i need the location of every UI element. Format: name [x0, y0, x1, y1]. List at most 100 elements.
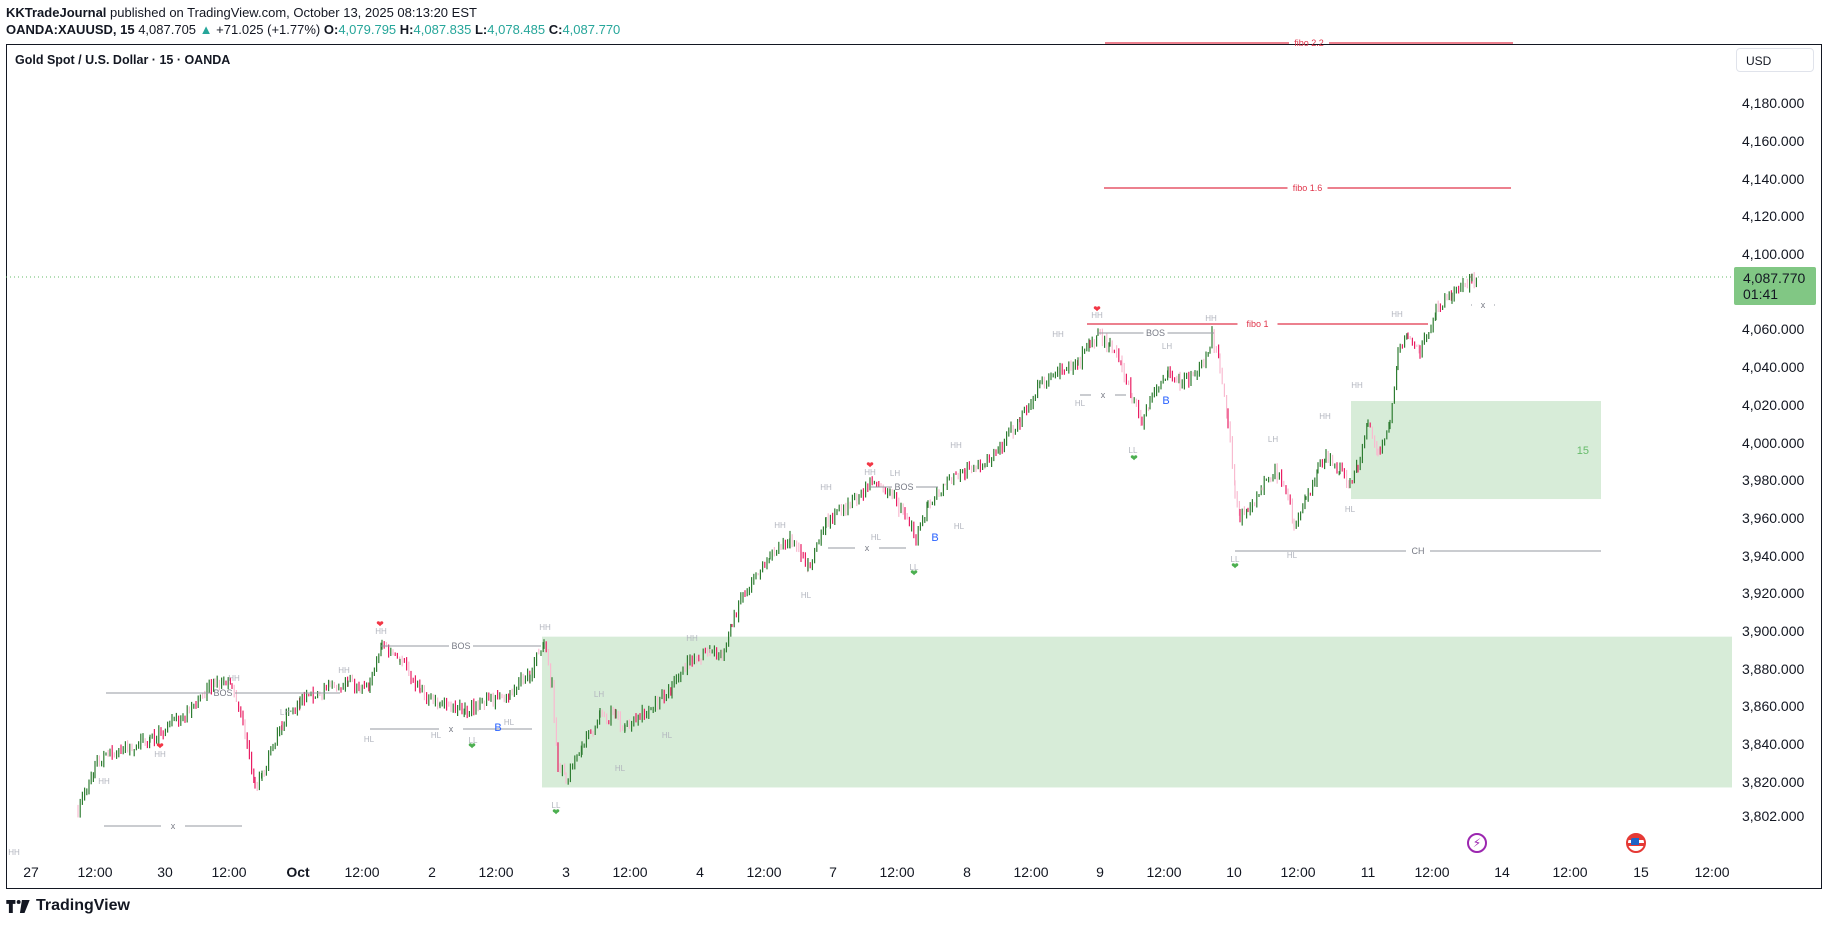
last-price-value: 4,087.770: [1743, 270, 1806, 286]
structure-label: x: [171, 821, 176, 831]
swing-label: HH: [8, 848, 20, 857]
price-tick: 3,920.000: [1742, 585, 1805, 602]
pane-title: Gold Spot / U.S. Dollar · 15 · OANDA: [15, 53, 231, 67]
publish-info: KKTradeJournal published on TradingView.…: [6, 5, 477, 20]
b-signal-label: B: [1162, 395, 1169, 407]
swing-label: HH: [1091, 311, 1103, 320]
bar-countdown: 01:41: [1743, 286, 1779, 302]
swing-label: HL: [504, 718, 515, 727]
swing-label: HL: [615, 764, 626, 773]
b-signal-label: B: [931, 532, 938, 544]
time-tick: 8: [963, 864, 971, 880]
close-value: 4,087.770: [562, 22, 621, 37]
time-tick: 12:00: [879, 864, 915, 880]
time-tick: 2: [428, 864, 436, 880]
fibo-label: fibo 1.6: [1293, 183, 1323, 193]
published-text: published on TradingView.com, October 13…: [110, 5, 477, 20]
high-value: 4,087.835: [413, 22, 472, 37]
us-flag-icon[interactable]: [1626, 833, 1646, 853]
b-signal-label: B: [494, 722, 501, 734]
time-tick: 12:00: [344, 864, 380, 880]
price-tick: 4,040.000: [1742, 359, 1805, 376]
symbol-interval: OANDA:XAUUSD, 15: [6, 22, 135, 37]
demand-zone-small[interactable]: [1351, 401, 1601, 500]
time-tick: 12:00: [478, 864, 514, 880]
structure-label: BOS: [451, 641, 470, 651]
time-tick: 15: [1633, 864, 1649, 880]
swing-label: LL: [469, 736, 478, 745]
structure-label: x: [865, 543, 870, 553]
price-tick: 4,140.000: [1742, 170, 1805, 187]
swing-label: HH: [820, 483, 832, 492]
time-tick: 12:00: [211, 864, 247, 880]
chart-pane[interactable]: [6, 44, 1822, 889]
price-tick: 3,900.000: [1742, 623, 1805, 639]
time-tick: 4: [696, 864, 704, 880]
swing-label: HL: [801, 591, 812, 600]
time-tick: 12:00: [1146, 864, 1182, 880]
zone-timeframe-label: 15: [1577, 445, 1589, 457]
publisher-name[interactable]: KKTradeJournal: [6, 5, 107, 20]
price-tick: 4,060.000: [1742, 321, 1805, 338]
swing-label: HL: [364, 735, 375, 744]
structure-label: BOS: [213, 688, 232, 698]
close-label: C:: [548, 22, 563, 37]
last-price: 4,087.705: [138, 22, 197, 37]
price-tick: 3,940.000: [1742, 547, 1805, 564]
green-heart-icon: ❤: [1231, 561, 1239, 571]
swing-label: HH: [1319, 412, 1331, 421]
symbol-legend: OANDA:XAUUSD, 15 4,087.705 ▲ +71.025 (+1…: [6, 22, 620, 37]
fibo-label: fibo 2.2: [1294, 38, 1324, 48]
green-heart-icon: ❤: [1130, 453, 1138, 463]
swing-label: HH: [950, 441, 962, 450]
time-tick: 12:00: [1280, 864, 1316, 880]
price-tick: 3,980.000: [1742, 472, 1805, 489]
swing-label: HL: [954, 522, 965, 531]
price-tick: 4,160.000: [1742, 132, 1805, 149]
swing-label: HL: [871, 533, 882, 542]
time-tick: 9: [1096, 864, 1104, 880]
low-value: 4,078.485: [487, 22, 546, 37]
low-label: L:: [474, 22, 488, 37]
time-tick: 10: [1226, 864, 1242, 880]
time-tick: 12:00: [77, 864, 113, 880]
time-tick: 3: [562, 864, 570, 880]
price-tick: 3,960.000: [1742, 509, 1805, 526]
green-heart-icon: ❤: [910, 568, 918, 578]
swing-label: LL: [1129, 446, 1138, 455]
swing-label: LL: [1231, 555, 1240, 564]
time-tick: 14: [1494, 864, 1510, 880]
swing-label: LH: [890, 469, 900, 478]
time-tick: 12:00: [746, 864, 782, 880]
structure-label: BOS: [894, 482, 913, 492]
open-label: O:: [323, 22, 339, 37]
swing-label: HH: [338, 666, 350, 675]
swing-label: HH: [539, 623, 551, 632]
swing-label: HH: [98, 777, 110, 786]
tradingview-logo-icon: [6, 899, 30, 913]
red-heart-icon: ❤: [156, 741, 164, 751]
demand-zone-large[interactable]: [542, 636, 1732, 788]
lightning-bolt-icon[interactable]: ⚡: [1467, 833, 1487, 853]
price-tick: 3,880.000: [1742, 660, 1805, 677]
time-tick: 12:00: [1694, 864, 1730, 880]
price-tick: 4,000.000: [1742, 434, 1805, 451]
structure-label: CH: [1412, 546, 1425, 556]
swing-label: HH: [228, 674, 240, 683]
swing-label: HH: [1391, 310, 1403, 319]
time-tick: 12:00: [1552, 864, 1588, 880]
tradingview-logo[interactable]: TradingView: [6, 897, 130, 915]
swing-label: LL: [910, 563, 919, 572]
open-value: 4,079.795: [338, 22, 397, 37]
price-tick: 3,860.000: [1742, 698, 1805, 715]
red-heart-icon: ❤: [1093, 304, 1101, 314]
price-tick: 3,802.000: [1742, 807, 1805, 824]
time-tick: 12:00: [1013, 864, 1049, 880]
currency-button[interactable]: USD: [1736, 48, 1814, 72]
structure-label: x: [1481, 300, 1486, 310]
price-change: +71.025 (+1.77%): [216, 22, 321, 37]
time-tick: Oct: [286, 864, 310, 880]
swing-label: HH: [1052, 330, 1064, 339]
candles: [77, 272, 1478, 818]
